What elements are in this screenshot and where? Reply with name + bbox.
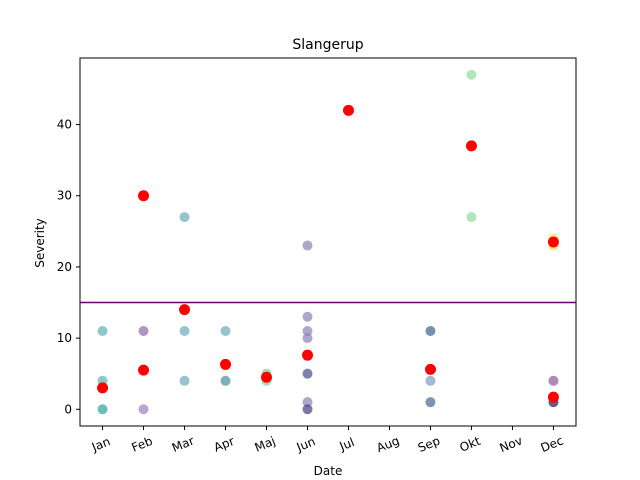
observation-point [179, 212, 190, 223]
observation-point [302, 311, 313, 322]
y-axis-label: Severity [33, 218, 47, 268]
observation-point [97, 404, 108, 415]
observation-point [97, 325, 108, 336]
observation-point [425, 325, 436, 336]
observation-point [466, 69, 477, 80]
observation-point [220, 325, 231, 336]
y-tick-label: 40 [57, 118, 72, 132]
x-tick-label: Jan [89, 434, 112, 454]
mean-point [179, 304, 191, 316]
mean-point [97, 382, 109, 394]
x-tick-label: Jul [337, 435, 357, 454]
observation-point [138, 325, 149, 336]
observation-point [548, 375, 559, 386]
observation-point [179, 325, 190, 336]
y-tick-label: 0 [64, 402, 72, 416]
mean-point [302, 349, 314, 361]
mean-point [138, 364, 150, 376]
mean-point [424, 363, 436, 375]
y-tick-label: 20 [57, 260, 72, 274]
x-tick-label: Jun [294, 434, 318, 454]
observation-point [302, 240, 313, 251]
observation-point [425, 375, 436, 386]
observation-point [302, 368, 313, 379]
x-axis-label: Date [314, 464, 343, 478]
mean-point [547, 236, 559, 248]
mean-point [342, 104, 354, 116]
mean-point [465, 140, 477, 152]
observation-point [179, 375, 190, 386]
y-tick-label: 10 [57, 331, 72, 345]
mean-point [547, 391, 559, 403]
mean-point [220, 358, 232, 370]
y-tick-label: 30 [57, 189, 72, 203]
chart-title: Slangerup [292, 37, 363, 53]
observation-point [425, 397, 436, 408]
observation-point [466, 212, 477, 223]
mean-point [138, 190, 150, 202]
observation-point [220, 375, 231, 386]
plot-frame [79, 57, 577, 427]
plot-area [80, 69, 576, 415]
mean-point [261, 371, 273, 383]
observation-point [302, 404, 313, 415]
observation-point [302, 333, 313, 344]
observation-point [302, 325, 313, 336]
observation-point [138, 404, 149, 415]
observation-point [302, 397, 313, 408]
